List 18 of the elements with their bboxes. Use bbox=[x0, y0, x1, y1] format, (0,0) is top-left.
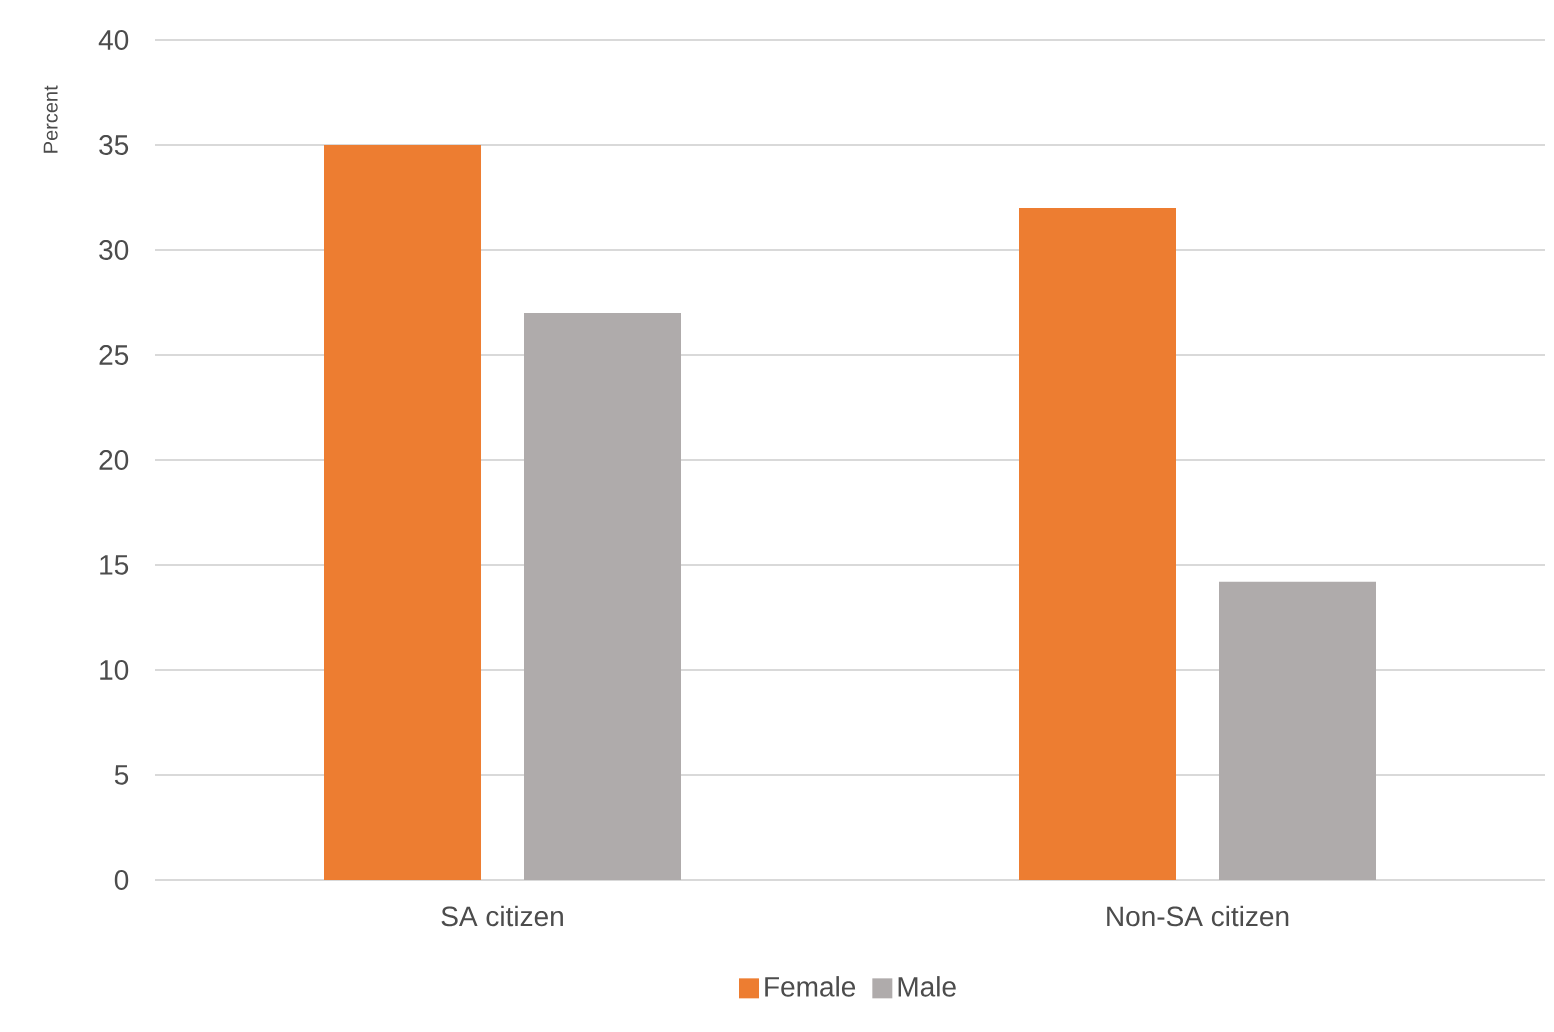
bar bbox=[524, 312, 681, 880]
bar bbox=[1019, 207, 1176, 880]
y-tick-label: 20 bbox=[99, 450, 129, 470]
y-tick-label: 25 bbox=[99, 345, 129, 365]
x-tick-label: SA citizen bbox=[441, 905, 563, 927]
bar bbox=[1219, 581, 1377, 880]
y-tick-label: 40 bbox=[98, 30, 129, 50]
legend-label: Female bbox=[765, 976, 856, 997]
y-tick-label: 0 bbox=[114, 870, 129, 890]
y-axis-title: Percent bbox=[43, 85, 58, 153]
y-tick-label: 35 bbox=[99, 135, 129, 155]
x-tick-label: Non-SA citizen bbox=[1107, 905, 1289, 927]
legend-label: Male bbox=[898, 976, 956, 997]
y-tick-label: 15 bbox=[100, 555, 129, 575]
bar bbox=[324, 144, 482, 880]
y-tick-label: 5 bbox=[114, 765, 129, 785]
y-tick-label: 10 bbox=[100, 660, 129, 680]
y-tick-label: 30 bbox=[99, 240, 129, 260]
